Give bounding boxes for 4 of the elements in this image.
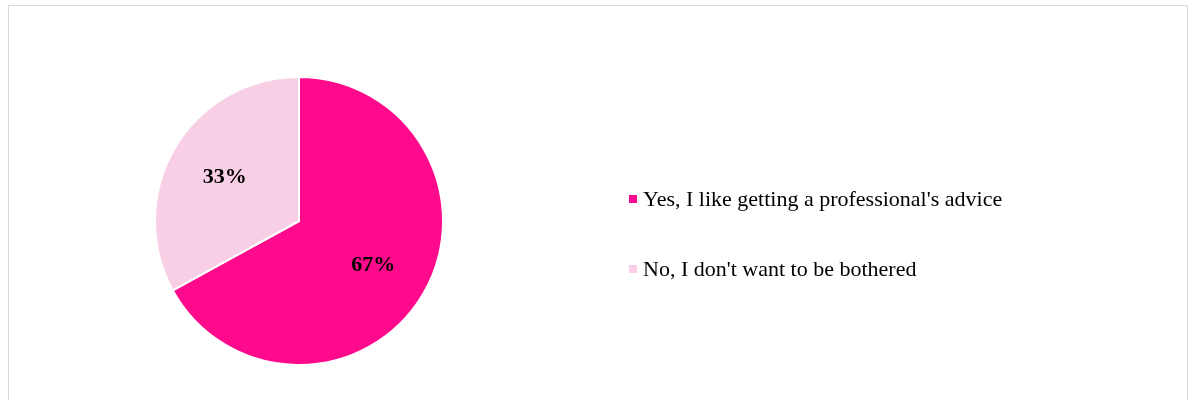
legend-label: Yes, I like getting a professional's advice [643,186,1003,212]
data-label: 67% [351,250,396,276]
data-label: 33% [202,162,247,188]
legend-label: No, I don't want to be bothered [643,256,917,282]
